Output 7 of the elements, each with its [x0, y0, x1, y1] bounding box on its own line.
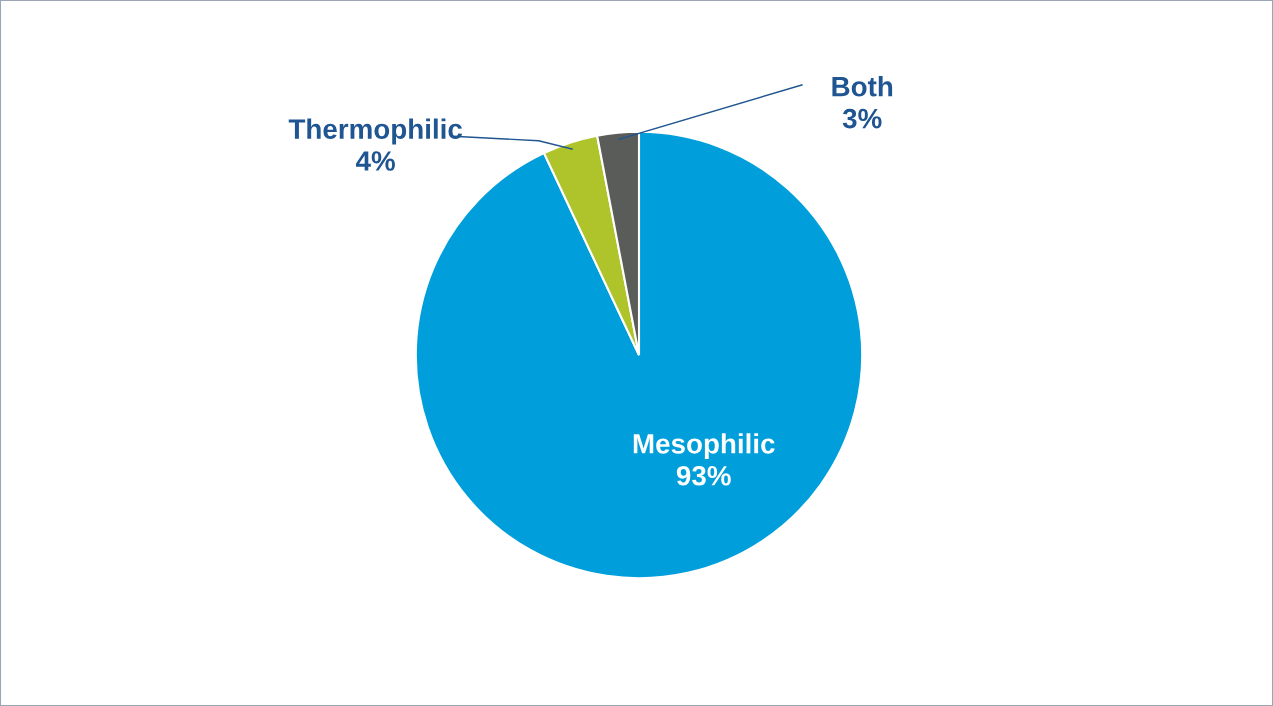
- data-label: 4%: [355, 151, 395, 171]
- slice-label: Mesophilic: [633, 433, 775, 460]
- pie-slice: [542, 134, 641, 357]
- slice-label: Thermophilic: [288, 118, 463, 145]
- data-label: 93%: [676, 465, 731, 486]
- slice-label: Both: [832, 76, 893, 97]
- data-label: 3%: [842, 108, 882, 129]
